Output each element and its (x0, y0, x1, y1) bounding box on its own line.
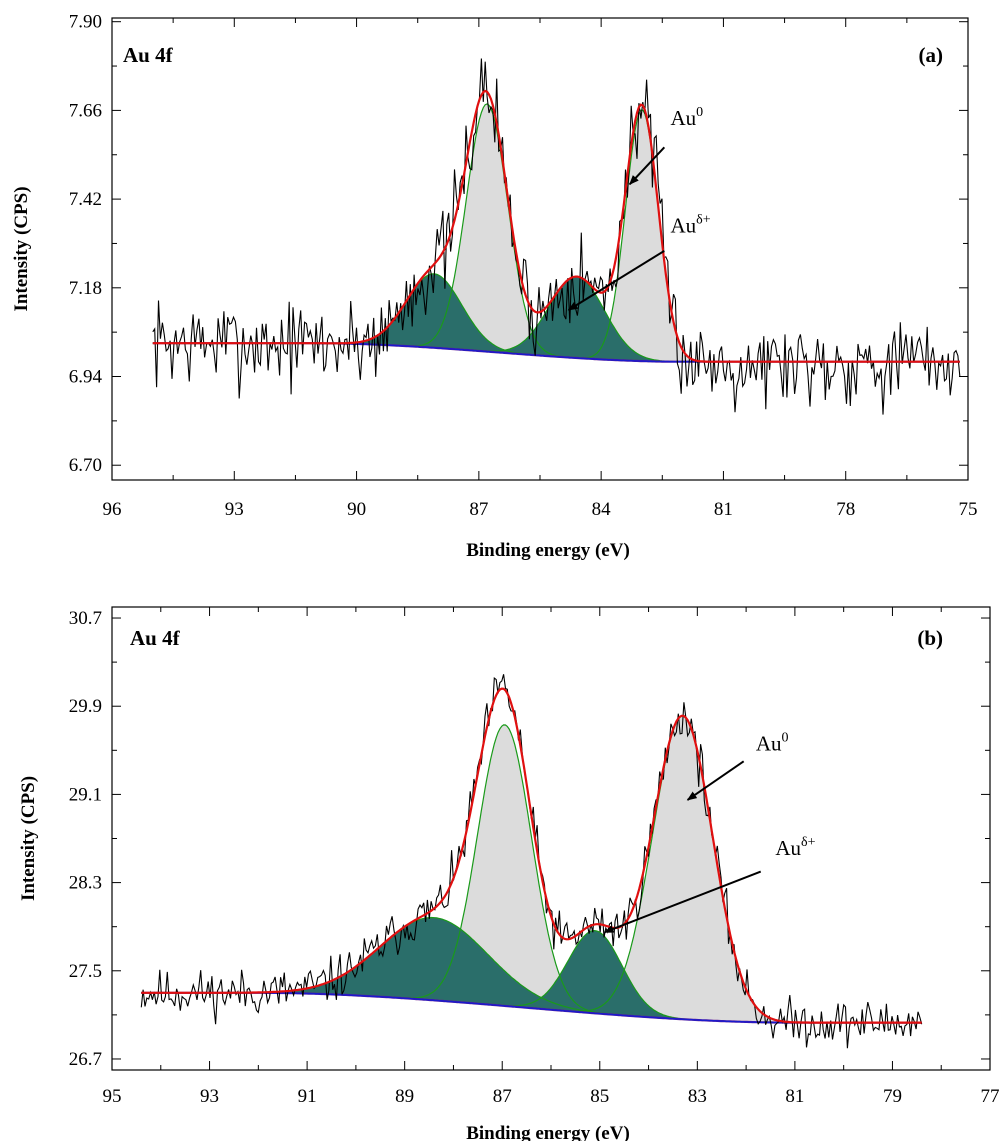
fit-envelope (152, 89, 960, 363)
y-tick-label: 29.1 (69, 784, 102, 805)
x-tick-label: 78 (836, 499, 855, 520)
y-axis-title: Intensity (CPS) (18, 776, 39, 901)
annotation-arrow (686, 760, 745, 801)
raw-spectrum (152, 58, 961, 415)
component-fill-au0-4f5-2 (379, 103, 593, 359)
x-axis-title: Binding energy (eV) (466, 1123, 630, 1141)
y-tick-label: 6.94 (69, 367, 103, 388)
chart-title: Au 4f (130, 626, 181, 650)
annotation-arrow (567, 249, 665, 311)
peak-annotation: Auδ+ (775, 835, 815, 860)
plot-area (152, 58, 961, 415)
x-tick-label: 89 (395, 1086, 414, 1107)
y-tick-label: 7.42 (69, 189, 102, 210)
x-tick-label: 75 (959, 499, 978, 520)
x-tick-label: 81 (714, 499, 733, 520)
x-tick-label: 87 (493, 1086, 512, 1107)
component-fill-aud-4f7-2 (457, 930, 734, 1022)
peak-annotation: Au0 (756, 730, 789, 755)
plot-frame (111, 17, 969, 481)
y-tick-label: 6.70 (69, 455, 102, 476)
annotation-arrow (628, 146, 666, 186)
component-fill-aud-4f5-2 (156, 917, 712, 1021)
y-axis-title: Intensity (CPS) (11, 186, 32, 311)
x-tick-label: 93 (225, 499, 244, 520)
x-tick-label: 87 (469, 499, 488, 520)
x-tick-label: 93 (200, 1086, 219, 1107)
y-tick-label: 29.9 (69, 696, 102, 717)
fit-envelope (141, 687, 922, 1024)
chart-title: Au 4f (123, 43, 174, 67)
x-tick-label: 81 (785, 1086, 804, 1107)
x-tick-label: 79 (883, 1086, 902, 1107)
y-tick-label: 28.3 (69, 873, 102, 894)
x-tick-label: 95 (103, 1086, 122, 1107)
y-tick-label: 7.18 (69, 278, 102, 299)
component-fill-aud-4f7-2 (433, 276, 720, 362)
peak-annotation: Auδ+ (670, 212, 710, 237)
x-tick-label: 84 (592, 499, 612, 520)
panel-label: (a) (919, 43, 944, 67)
y-tick-label: 7.90 (69, 12, 102, 33)
y-tick-label: 27.5 (69, 961, 102, 982)
x-tick-label: 77 (981, 1086, 1000, 1107)
peak-annotation: Au0 (670, 105, 703, 130)
x-tick-label: 85 (590, 1086, 609, 1107)
y-tick-label: 7.66 (69, 100, 102, 121)
chart-panel-b: 95 93 91 89 87 85 83 81 79 77 26.7 27.5 28.3 29.1 29.9… (18, 606, 1000, 1144)
x-tick-label: 96 (103, 499, 122, 520)
component-fill-au0-4f5-2 (366, 724, 643, 1017)
chart-panel-a: 96 93 90 87 84 81 78 75 6.70 6.94 7.18 7.42 7.66 7.90… (11, 12, 978, 561)
component-fill-au0-4f7-2 (558, 110, 726, 362)
x-tick-label: 90 (347, 499, 366, 520)
plot-area (140, 674, 923, 1049)
y-tick-label: 30.7 (69, 608, 102, 629)
y-tick-label: 26.7 (69, 1049, 102, 1070)
panel-label: (b) (917, 626, 943, 650)
x-tick-label: 83 (688, 1086, 707, 1107)
component-fill-au0-4f7-2 (527, 716, 839, 1023)
x-axis-title: Binding energy (eV) (466, 540, 630, 561)
x-tick-label: 91 (298, 1086, 317, 1107)
annotation-arrow (603, 870, 762, 934)
component-fill-aud-4f5-2 (291, 273, 578, 358)
